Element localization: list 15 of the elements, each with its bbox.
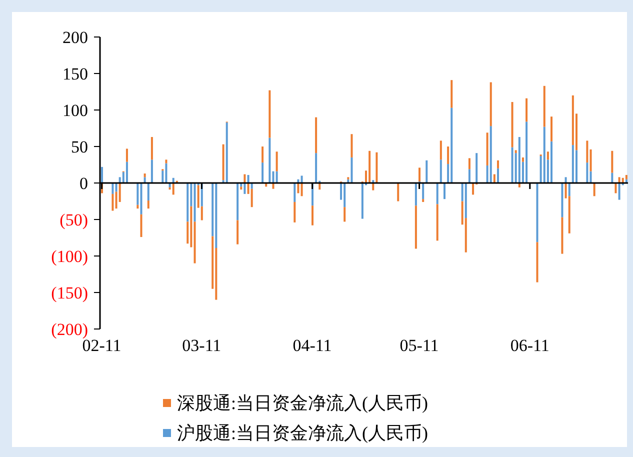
y-tick-label: 100 (62, 101, 88, 120)
y-tick-label: (50) (60, 210, 88, 230)
y-tick-label: 200 (62, 28, 88, 47)
y-tick-label: 50 (71, 138, 88, 156)
y-tick-label: 150 (62, 64, 88, 84)
x-tick-label: 04-11 (292, 336, 332, 355)
x-tick-label: 05-11 (400, 336, 439, 355)
x-tick-label: 06-11 (510, 336, 550, 355)
legend-label: 沪股通:当日资金净流入(人民币) (177, 422, 428, 445)
y-tick-label: 0 (80, 174, 88, 193)
y-tick-label: (100) (51, 247, 88, 266)
y-tick-label: (200) (51, 320, 88, 339)
x-tick-label: 03-11 (182, 336, 222, 355)
legend-label: 深股通:当日资金净流入(人民币) (177, 392, 428, 415)
y-tick-label: (150) (51, 284, 88, 302)
